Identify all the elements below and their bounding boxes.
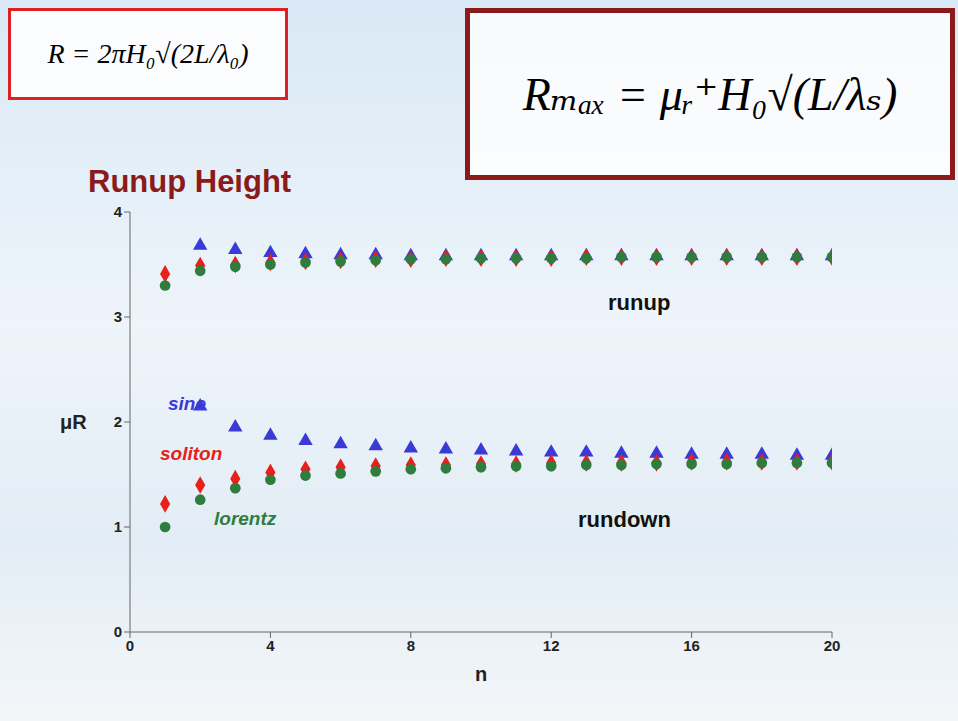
svg-text:0: 0: [126, 637, 134, 654]
svg-text:μR: μR: [60, 411, 87, 433]
svg-text:0: 0: [114, 623, 122, 640]
svg-text:1: 1: [114, 518, 122, 535]
svg-text:4: 4: [114, 203, 123, 220]
svg-text:3: 3: [114, 308, 122, 325]
html-text:runup: runup: [608, 290, 671, 315]
html-text:Rₘₐₓ = μᵣ⁺H₀√(L/λₛ): Rₘₐₓ = μᵣ⁺H₀√(L/λₛ): [522, 69, 898, 120]
html-text:Runup Height: Runup Height: [88, 164, 292, 199]
html-text:rundown: rundown: [578, 507, 671, 532]
svg-text:8: 8: [407, 637, 415, 654]
svg-text:4: 4: [266, 637, 275, 654]
html-text:soliton: soliton: [160, 443, 223, 464]
svg-text:12: 12: [543, 637, 560, 654]
svg-text:2: 2: [114, 413, 122, 430]
html-text:lorentz: lorentz: [214, 508, 277, 529]
svg-text:n: n: [475, 663, 487, 685]
html-text:sine: sine: [168, 393, 206, 414]
svg-text:20: 20: [824, 637, 841, 654]
svg-text:16: 16: [683, 637, 700, 654]
html-text:R = 2πH₀√(2L/λ₀): R = 2πH₀√(2L/λ₀): [47, 38, 249, 69]
